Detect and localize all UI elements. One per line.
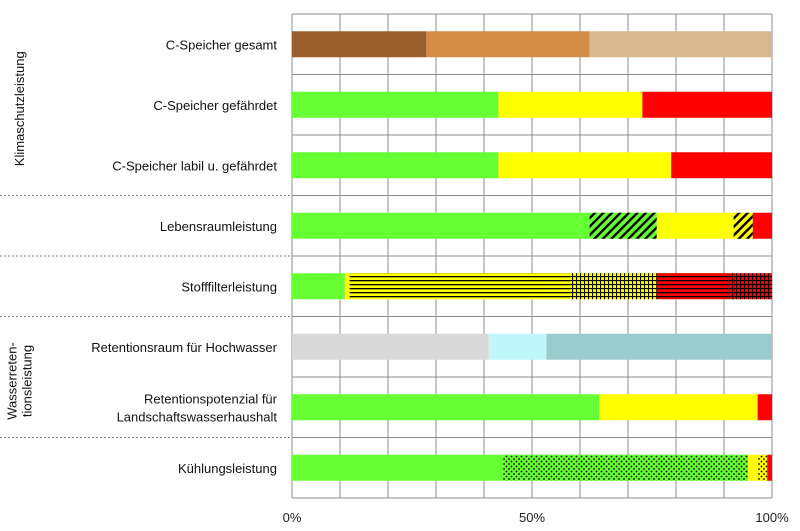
bar-segment — [752, 212, 772, 239]
group-label: tionsleistung — [20, 345, 35, 417]
bar-segment — [498, 152, 672, 179]
category-label: Lebensraumleistung — [160, 219, 277, 234]
bars — [292, 31, 772, 481]
bar-segment-hatching — [503, 454, 748, 481]
category-label: C-Speicher gefährdet — [153, 98, 277, 113]
x-tick-label: 50% — [519, 510, 545, 525]
bar-segment — [748, 454, 758, 481]
bar-segment — [599, 394, 758, 421]
category-label: Stofffilterleistung — [181, 279, 277, 294]
x-axis-ticks: 0% 50% 100% — [283, 510, 789, 525]
bar-segment-hatching — [728, 273, 772, 300]
bar-segment — [671, 152, 772, 179]
bar-segment — [642, 91, 772, 118]
category-label: Retentionsraum für Hochwasser — [91, 340, 277, 355]
x-tick-label: 100% — [755, 510, 789, 525]
bar-segment-hatching — [757, 454, 768, 481]
category-labels: C-Speicher gesamt C-Speicher gefährdet C-S… — [91, 37, 277, 476]
bar-segment — [498, 91, 643, 118]
gridlines — [291, 13, 773, 499]
category-label: C-Speicher gesamt — [166, 37, 278, 52]
group-labels: Klimaschutzleistung Wasserreten-tionsleis… — [5, 51, 35, 419]
bar-segment — [589, 31, 772, 58]
bar-segment — [292, 91, 499, 118]
bar-segment — [292, 333, 489, 360]
category-label: Retentionspotenzial für — [144, 391, 278, 406]
bar-segment — [656, 212, 734, 239]
bar-segment — [292, 454, 504, 481]
category-label: C-Speicher labil u. gefährdet — [112, 158, 277, 173]
bar-segment — [546, 333, 772, 360]
bar-segment — [292, 152, 499, 179]
category-label: Kühlungsleistung — [178, 461, 277, 476]
bar-segment — [292, 31, 427, 58]
category-label: Landschaftswasserhaushalt — [117, 409, 278, 424]
bar-segment-hatching — [733, 212, 753, 239]
bar-segment — [344, 273, 350, 300]
bar-segment-hatching — [589, 212, 657, 239]
bar-segment-hatching — [349, 273, 571, 300]
bar-segment — [292, 212, 590, 239]
bar-segment — [292, 394, 600, 421]
bar-segment — [757, 394, 772, 421]
bar-segment — [292, 273, 345, 300]
bar-segment-hatching — [570, 273, 657, 300]
group-label: Klimaschutzleistung — [12, 51, 27, 166]
bar-segment-hatching — [656, 273, 729, 300]
x-tick-label: 0% — [283, 510, 302, 525]
bar-segment — [767, 454, 772, 481]
bar-segment — [488, 333, 547, 360]
group-separators — [0, 195, 292, 438]
group-label: Wasserreten- — [5, 342, 20, 420]
bar-segment — [426, 31, 590, 58]
